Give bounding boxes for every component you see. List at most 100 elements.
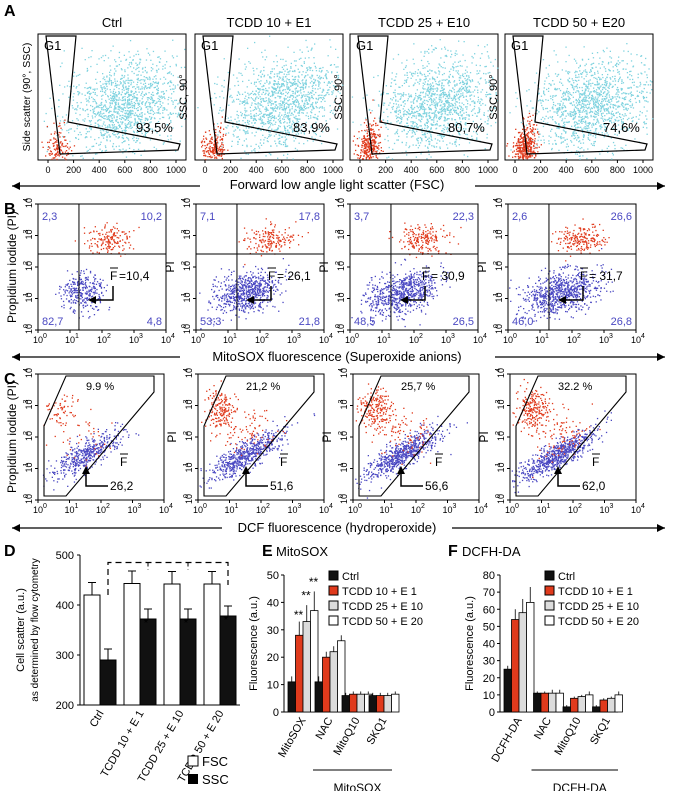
scatter-point	[372, 139, 374, 141]
scatter-point	[136, 64, 139, 66]
scatter-point	[421, 140, 423, 142]
scatter-point	[232, 133, 234, 136]
scatter-point	[329, 39, 331, 41]
scatter-point	[102, 137, 105, 139]
scatter-point	[259, 103, 261, 105]
scatter-point	[367, 142, 369, 144]
scatter-point	[109, 124, 111, 126]
scatter-point	[432, 48, 434, 51]
scatter-point	[376, 152, 378, 154]
scatter-point	[474, 53, 476, 55]
scatter-point	[126, 136, 128, 139]
scatter-point	[285, 129, 287, 132]
scatter-point	[610, 57, 613, 59]
scatter-point	[87, 69, 89, 71]
scatter-point	[447, 114, 449, 116]
scatter-point	[405, 142, 408, 144]
scatter-point	[72, 107, 74, 109]
scatter-point	[276, 61, 278, 63]
scatter-point	[583, 94, 585, 96]
scatter-point	[434, 92, 436, 95]
scatter-point	[433, 102, 435, 104]
scatter-point	[484, 121, 486, 123]
scatter-point	[278, 120, 281, 123]
scatter-point	[450, 111, 452, 114]
scatter-point	[79, 131, 81, 134]
scatter-point	[464, 77, 466, 80]
scatter-point	[494, 107, 496, 110]
scatter-point	[351, 96, 354, 98]
scatter-point	[271, 93, 274, 95]
scatter-point	[291, 90, 293, 92]
scatter-point	[109, 106, 111, 108]
scatter-point	[455, 98, 457, 100]
scatter-point	[427, 87, 429, 90]
scatter-point	[308, 86, 310, 88]
scatter-point	[154, 86, 156, 88]
scatter-point	[449, 142, 451, 144]
scatter-point	[105, 99, 107, 102]
scatter-point	[279, 92, 282, 95]
scatter-point	[260, 100, 262, 102]
scatter-point	[466, 133, 468, 136]
scatter-point	[472, 120, 474, 123]
scatter-point	[221, 110, 223, 112]
scatter-point	[402, 113, 405, 115]
scatter-point	[150, 86, 152, 88]
scatter-point	[250, 145, 252, 147]
scatter-point	[369, 123, 371, 125]
scatter-point	[412, 122, 414, 124]
scatter-point	[436, 124, 438, 126]
gate-polygon	[357, 35, 493, 155]
scatter-point	[331, 71, 333, 73]
scatter-point	[59, 122, 61, 124]
scatter-point	[606, 147, 608, 150]
scatter-point	[585, 106, 587, 109]
scatter-point	[60, 146, 62, 148]
scatter-point	[144, 135, 146, 137]
scatter-point	[453, 67, 455, 69]
scatter-point	[104, 91, 106, 94]
scatter-point	[167, 99, 169, 101]
scatter-point	[401, 117, 403, 119]
scatter-point	[304, 83, 307, 85]
scatter-point	[420, 79, 422, 81]
scatter-point	[115, 127, 117, 129]
scatter-point	[367, 138, 370, 140]
scatter-point	[594, 96, 597, 98]
scatter-point	[219, 127, 222, 130]
scatter-point	[588, 112, 591, 114]
scatter-point	[294, 70, 296, 73]
scatter-point	[250, 82, 252, 84]
scatter-point	[442, 88, 445, 91]
scatter-point	[408, 93, 410, 95]
scatter-point	[295, 104, 297, 106]
scatter-point	[441, 106, 443, 108]
scatter-point	[82, 157, 84, 159]
scatter-point	[554, 73, 557, 75]
scatter-point	[126, 92, 128, 94]
scatter-point	[443, 135, 445, 137]
scatter-point	[260, 117, 262, 120]
scatter-point	[416, 130, 418, 132]
scatter-point	[446, 96, 448, 98]
scatter-point	[294, 69, 296, 72]
scatter-point	[156, 93, 158, 95]
scatter-point	[422, 87, 424, 89]
scatter-point	[441, 82, 443, 84]
scatter-point	[112, 121, 114, 124]
scatter-point	[163, 142, 165, 144]
scatter-point	[466, 79, 468, 81]
scatter-point	[141, 115, 143, 118]
scatter-point	[462, 96, 465, 98]
plot-title: TCDD 25 + E10	[378, 15, 470, 30]
scatter-point	[465, 69, 467, 71]
x-tick-label: 600	[429, 165, 444, 175]
scatter-point	[436, 120, 438, 122]
scatter-point	[243, 101, 245, 103]
scatter-point	[127, 123, 129, 125]
scatter-point	[403, 111, 405, 113]
scatter-point	[431, 119, 433, 121]
scatter-point	[265, 92, 267, 94]
scatter-point	[453, 91, 456, 93]
